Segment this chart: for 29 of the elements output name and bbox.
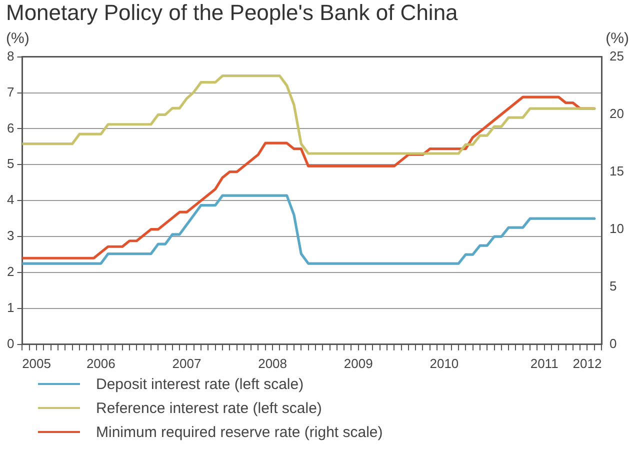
chart-title: Monetary Policy of the People's Bank of China bbox=[6, 0, 458, 26]
x-tick-label: 2011 bbox=[530, 356, 558, 371]
y-tick-label: 8 bbox=[6, 48, 14, 64]
x-tick-label: 2008 bbox=[258, 356, 288, 371]
legend-label: Deposit interest rate (left scale) bbox=[96, 376, 304, 392]
y-tick-label: 6 bbox=[6, 120, 14, 136]
y2-tick-label: 20 bbox=[610, 106, 624, 121]
y2-tick-label: 5 bbox=[610, 278, 617, 294]
y2-axis-title: (%) bbox=[606, 30, 629, 47]
x-tick-label: 2010 bbox=[430, 356, 459, 371]
y2-tick-label: 15 bbox=[610, 163, 624, 178]
y-tick-label: 0 bbox=[6, 336, 14, 351]
y2-tick-label: 10 bbox=[610, 220, 624, 236]
legend-label: Reference interest rate (left scale) bbox=[96, 400, 322, 416]
x-tick-label: 2005 bbox=[22, 356, 51, 371]
y-tick-label: 4 bbox=[6, 192, 14, 208]
x-tick-label: 2012 bbox=[572, 356, 602, 371]
y-tick-label: 3 bbox=[6, 228, 14, 244]
y-axis-title: (%) bbox=[6, 30, 30, 47]
x-tick-label: 2007 bbox=[172, 356, 202, 371]
y2-tick-label: 0 bbox=[610, 336, 617, 351]
y-tick-label: 7 bbox=[6, 84, 14, 100]
y-tick-label: 1 bbox=[6, 300, 14, 316]
y-tick-label: 2 bbox=[6, 264, 14, 280]
x-tick-label: 2006 bbox=[86, 356, 116, 371]
y2-tick-label: 25 bbox=[610, 48, 624, 64]
x-tick-label: 2009 bbox=[344, 356, 373, 371]
legend-label: Minimum required reserve rate (right scale) bbox=[96, 424, 383, 440]
y-tick-label: 5 bbox=[6, 156, 14, 172]
